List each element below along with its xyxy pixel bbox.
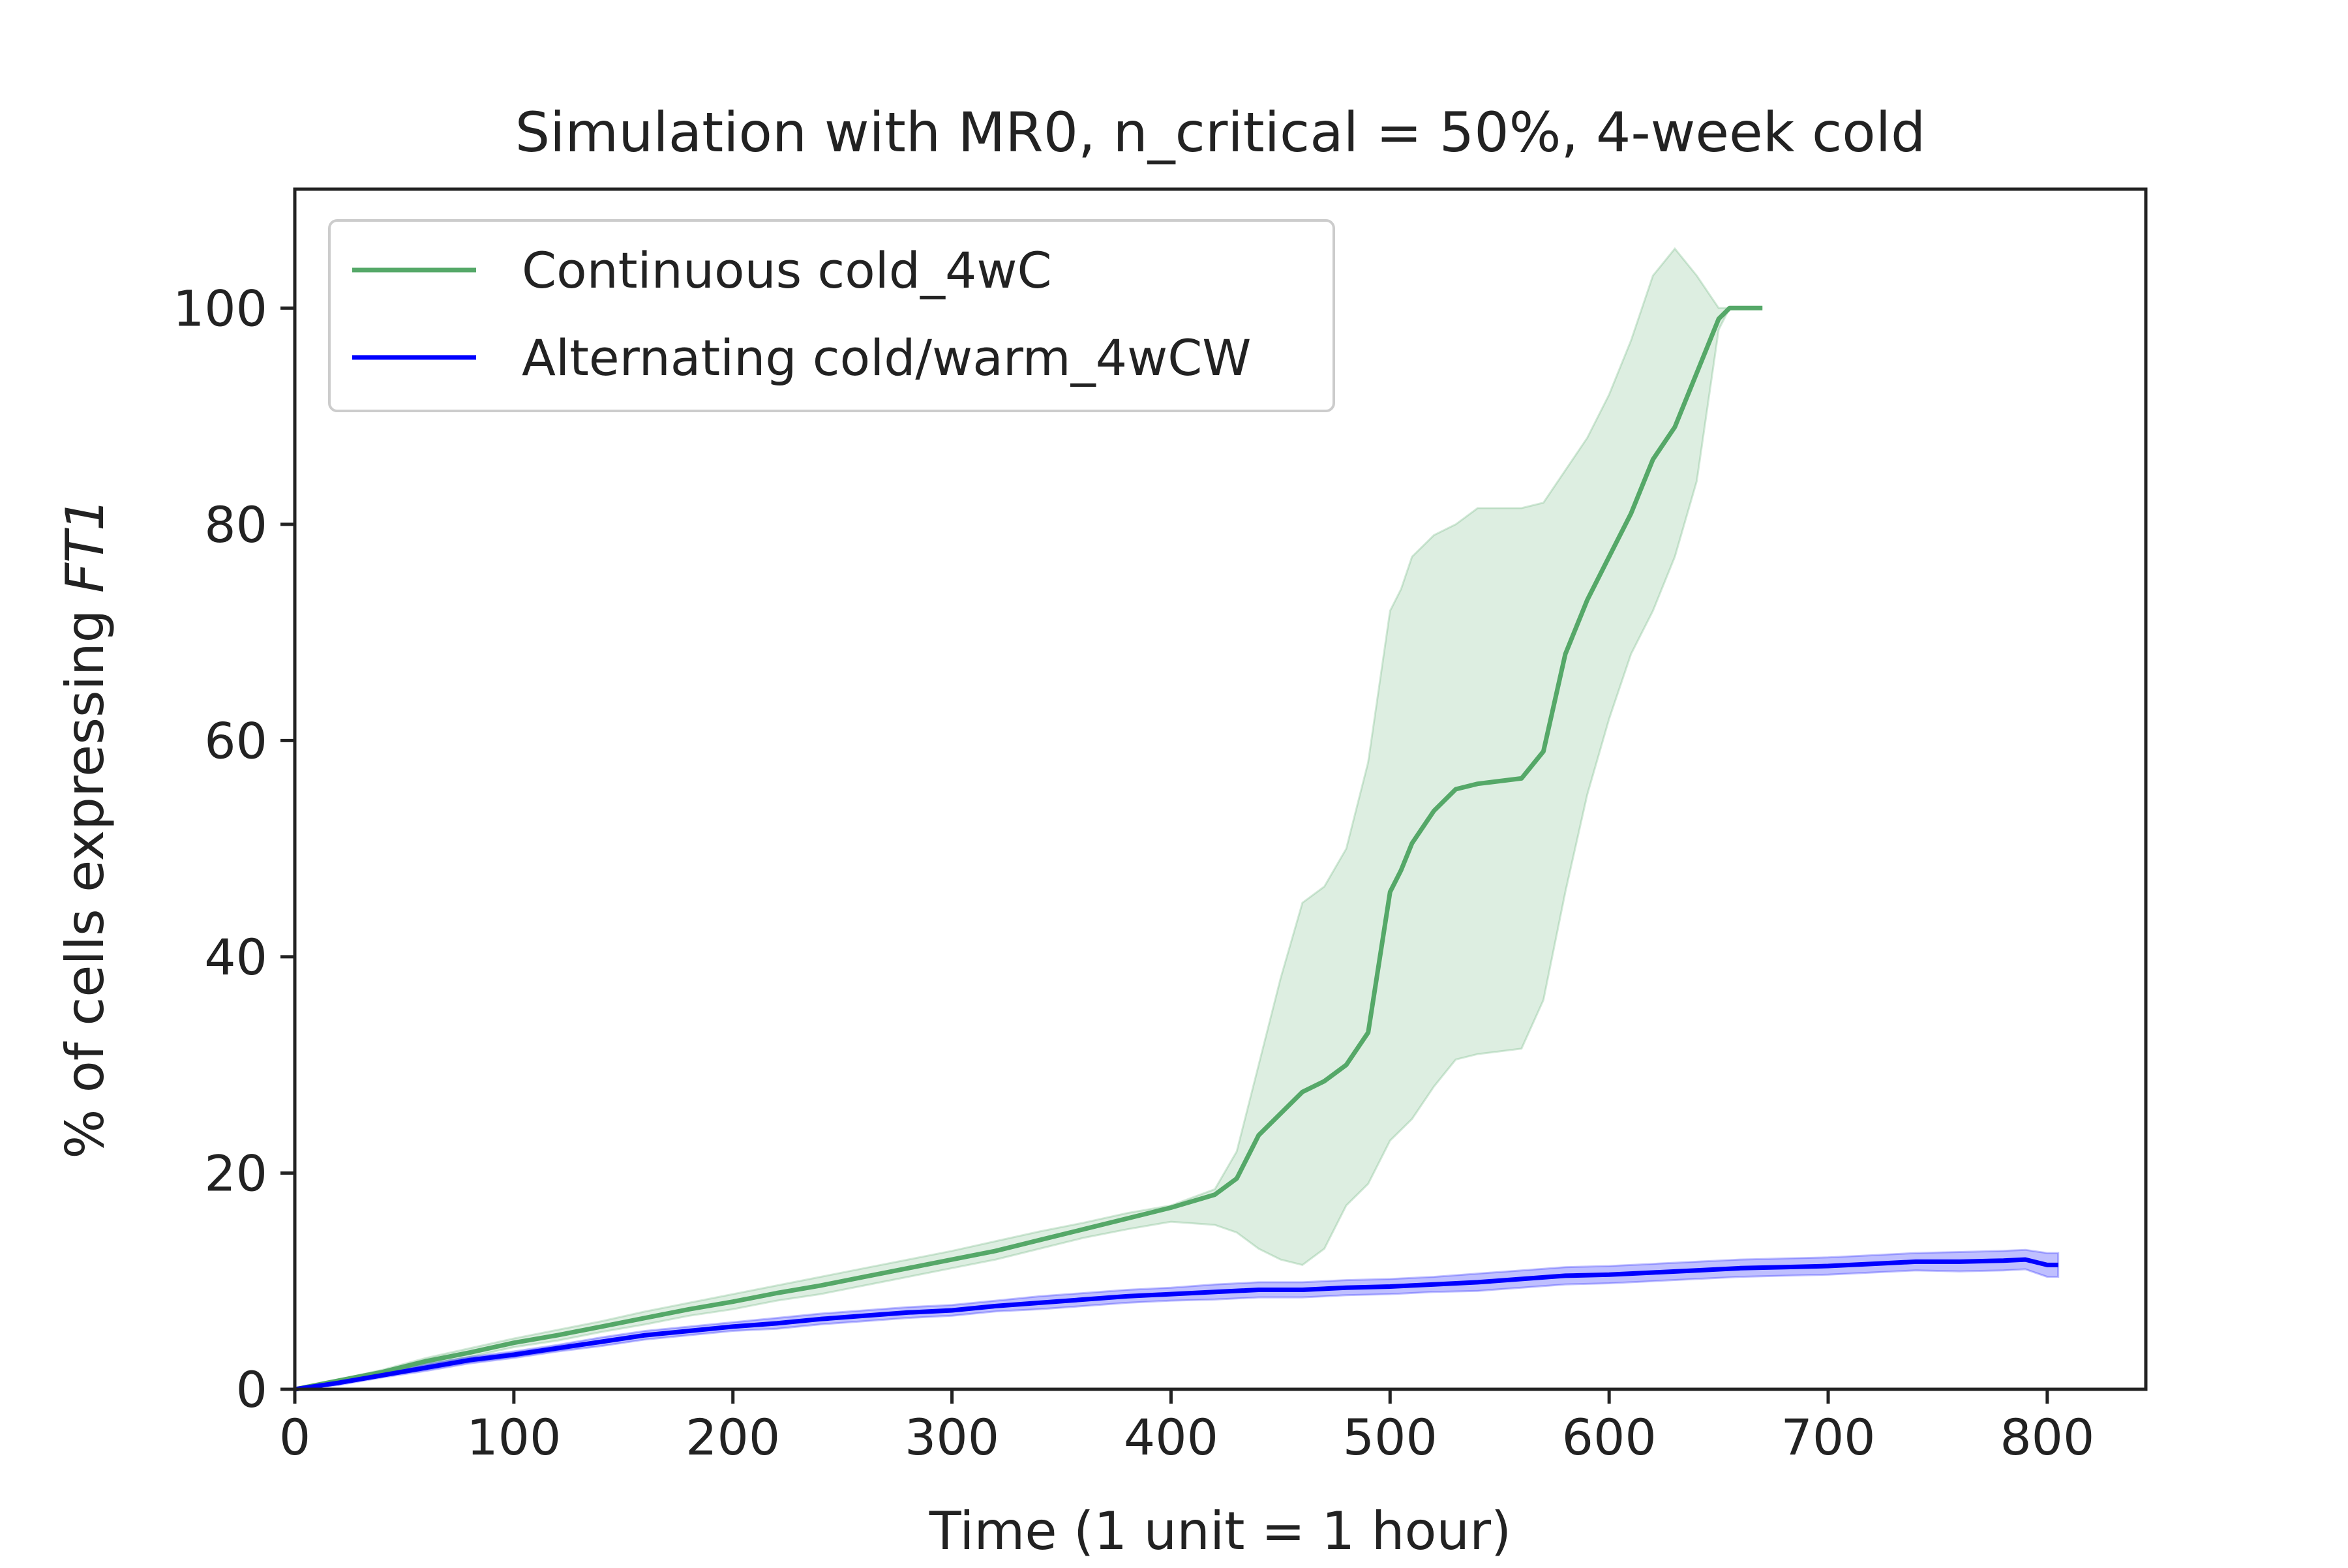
confidence-band-continuous bbox=[294, 247, 1763, 1391]
y-tick-label: 20 bbox=[204, 1144, 267, 1202]
y-tick-label: 100 bbox=[173, 279, 267, 337]
legend: Continuous cold_4wC Alternating cold/war… bbox=[328, 219, 1335, 412]
x-tick-label: 300 bbox=[905, 1408, 999, 1466]
y-axis-label-text: % of cells expressing bbox=[55, 593, 115, 1159]
x-tick-label: 0 bbox=[279, 1408, 310, 1466]
series-line-alternating bbox=[294, 1257, 2058, 1392]
x-axis-label: Time (1 unit = 1 hour) bbox=[929, 1501, 1511, 1561]
y-tick-label: 40 bbox=[204, 928, 267, 986]
x-tick-label: 400 bbox=[1124, 1408, 1218, 1466]
legend-label-continuous: Continuous cold_4wC bbox=[522, 241, 1052, 299]
y-tick-label: 0 bbox=[236, 1361, 267, 1419]
x-tick-label: 700 bbox=[1781, 1408, 1875, 1466]
y-axis-label-italic: FT1 bbox=[55, 498, 115, 593]
y-axis-label: % of cells expressing FT1 bbox=[55, 498, 115, 1158]
legend-box bbox=[328, 219, 1335, 412]
y-tick-label: 60 bbox=[204, 712, 267, 770]
x-tick-label: 500 bbox=[1343, 1408, 1437, 1466]
legend-label-alternating: Alternating cold/warm_4wCW bbox=[522, 329, 1251, 387]
series-line-continuous bbox=[294, 305, 1763, 1392]
x-tick-label: 600 bbox=[1562, 1408, 1657, 1466]
chart-title: Simulation with MR0, n_critical = 50%, 4… bbox=[515, 100, 1926, 164]
x-tick-label: 100 bbox=[466, 1408, 561, 1466]
x-tick-label: 800 bbox=[2000, 1408, 2094, 1466]
plot-frame bbox=[293, 187, 2148, 1391]
x-tick-label: 200 bbox=[685, 1408, 780, 1466]
y-tick-label: 80 bbox=[204, 496, 267, 554]
